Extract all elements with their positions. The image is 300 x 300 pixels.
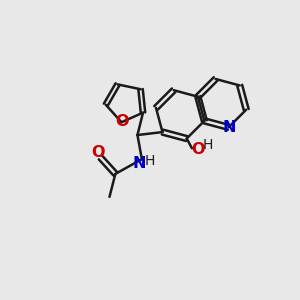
Text: N: N xyxy=(222,120,236,135)
Text: O: O xyxy=(115,114,128,129)
Text: H: H xyxy=(203,138,213,152)
Text: O: O xyxy=(192,142,205,157)
Text: H: H xyxy=(145,154,155,168)
Text: N: N xyxy=(132,156,146,171)
Text: O: O xyxy=(91,146,104,160)
